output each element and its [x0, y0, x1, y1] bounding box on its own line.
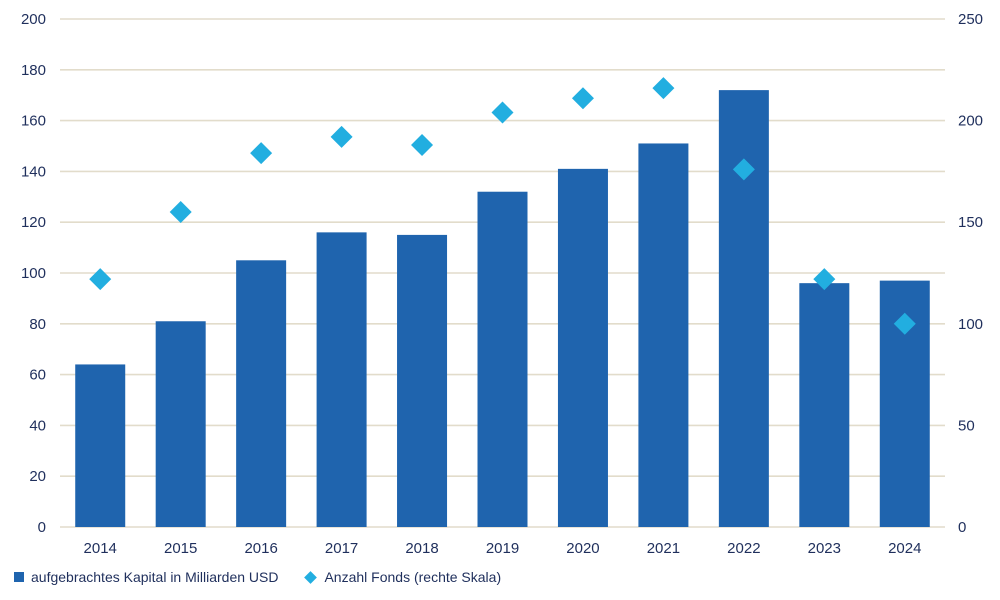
x-tick-label: 2021	[647, 540, 680, 557]
y-left-tick-label: 120	[21, 214, 46, 231]
bar-series	[75, 90, 930, 528]
bar-2016	[236, 260, 287, 527]
diamond-2016	[250, 142, 273, 165]
y-right-tick-label: 200	[958, 113, 983, 130]
y-axis-right-labels: 0 50 100 150 200 250	[958, 11, 983, 536]
y-right-tick-label: 50	[958, 417, 975, 434]
x-tick-label: 2023	[808, 540, 841, 557]
legend: aufgebrachtes Kapital in Milliarden USD …	[14, 569, 501, 585]
x-tick-label: 2020	[566, 540, 599, 557]
diamond-2022	[732, 158, 755, 181]
diamond-2018	[411, 133, 434, 156]
y-left-tick-label: 20	[29, 468, 46, 485]
bar-2021	[638, 143, 689, 527]
x-tick-label: 2017	[325, 540, 358, 557]
x-tick-label: 2022	[727, 540, 760, 557]
y-left-tick-label: 200	[21, 11, 46, 28]
y-left-tick-label: 60	[29, 367, 46, 384]
bar-2018	[397, 234, 448, 527]
y-left-tick-label: 100	[21, 265, 46, 282]
legend-item-bars: aufgebrachtes Kapital in Milliarden USD	[14, 569, 278, 585]
y-left-tick-label: 180	[21, 62, 46, 79]
bar-2015	[155, 321, 206, 527]
y-left-tick-label: 140	[21, 163, 46, 180]
bar-2022	[718, 90, 769, 528]
y-left-tick-label: 160	[21, 113, 46, 130]
bar-2023	[799, 283, 850, 527]
y-right-tick-label: 150	[958, 214, 983, 231]
diamond-2015	[169, 201, 192, 224]
bar-2019	[477, 191, 528, 527]
diamond-2024	[893, 312, 916, 335]
bar-2017	[316, 232, 367, 528]
diamond-2023	[813, 268, 836, 291]
x-axis-labels: 2014 2015 2016 2017 2018 2019 2020 2021 2022 2023…	[84, 540, 922, 557]
diamond-2017	[330, 125, 353, 148]
bar-2014	[75, 364, 126, 527]
x-tick-label: 2015	[164, 540, 197, 557]
legend-bar-label: aufgebrachtes Kapital in Milliarden USD	[31, 569, 279, 585]
legend-item-diamonds: Anzahl Fonds (rechte Skala)	[304, 569, 501, 585]
y-right-tick-label: 0	[958, 519, 966, 536]
legend-diamond-swatch	[304, 570, 318, 584]
x-tick-label: 2014	[84, 540, 117, 557]
diamond-series	[89, 77, 916, 335]
legend-bar-swatch	[14, 572, 24, 582]
diamond-2014	[89, 268, 112, 291]
x-tick-label: 2016	[244, 540, 277, 557]
y-left-tick-label: 40	[29, 417, 46, 434]
diamond-2021	[652, 77, 675, 100]
x-tick-label: 2019	[486, 540, 519, 557]
x-tick-label: 2024	[888, 540, 921, 557]
combo-chart: 0 20 40 60 80 100 120 140 160 180 200 0 50 100 150 200…	[21, 11, 983, 557]
y-right-tick-label: 250	[958, 11, 983, 28]
legend-diamond-label: Anzahl Fonds (rechte Skala)	[324, 569, 502, 585]
diamond-2020	[571, 87, 594, 110]
diamond-2019	[491, 101, 514, 124]
x-tick-label: 2018	[405, 540, 438, 557]
y-right-tick-label: 100	[958, 316, 983, 333]
y-left-tick-label: 80	[29, 316, 46, 333]
y-axis-left-labels: 0 20 40 60 80 100 120 140 160 180 200	[21, 11, 46, 536]
bar-2020	[557, 168, 608, 528]
y-left-tick-label: 0	[38, 519, 46, 536]
